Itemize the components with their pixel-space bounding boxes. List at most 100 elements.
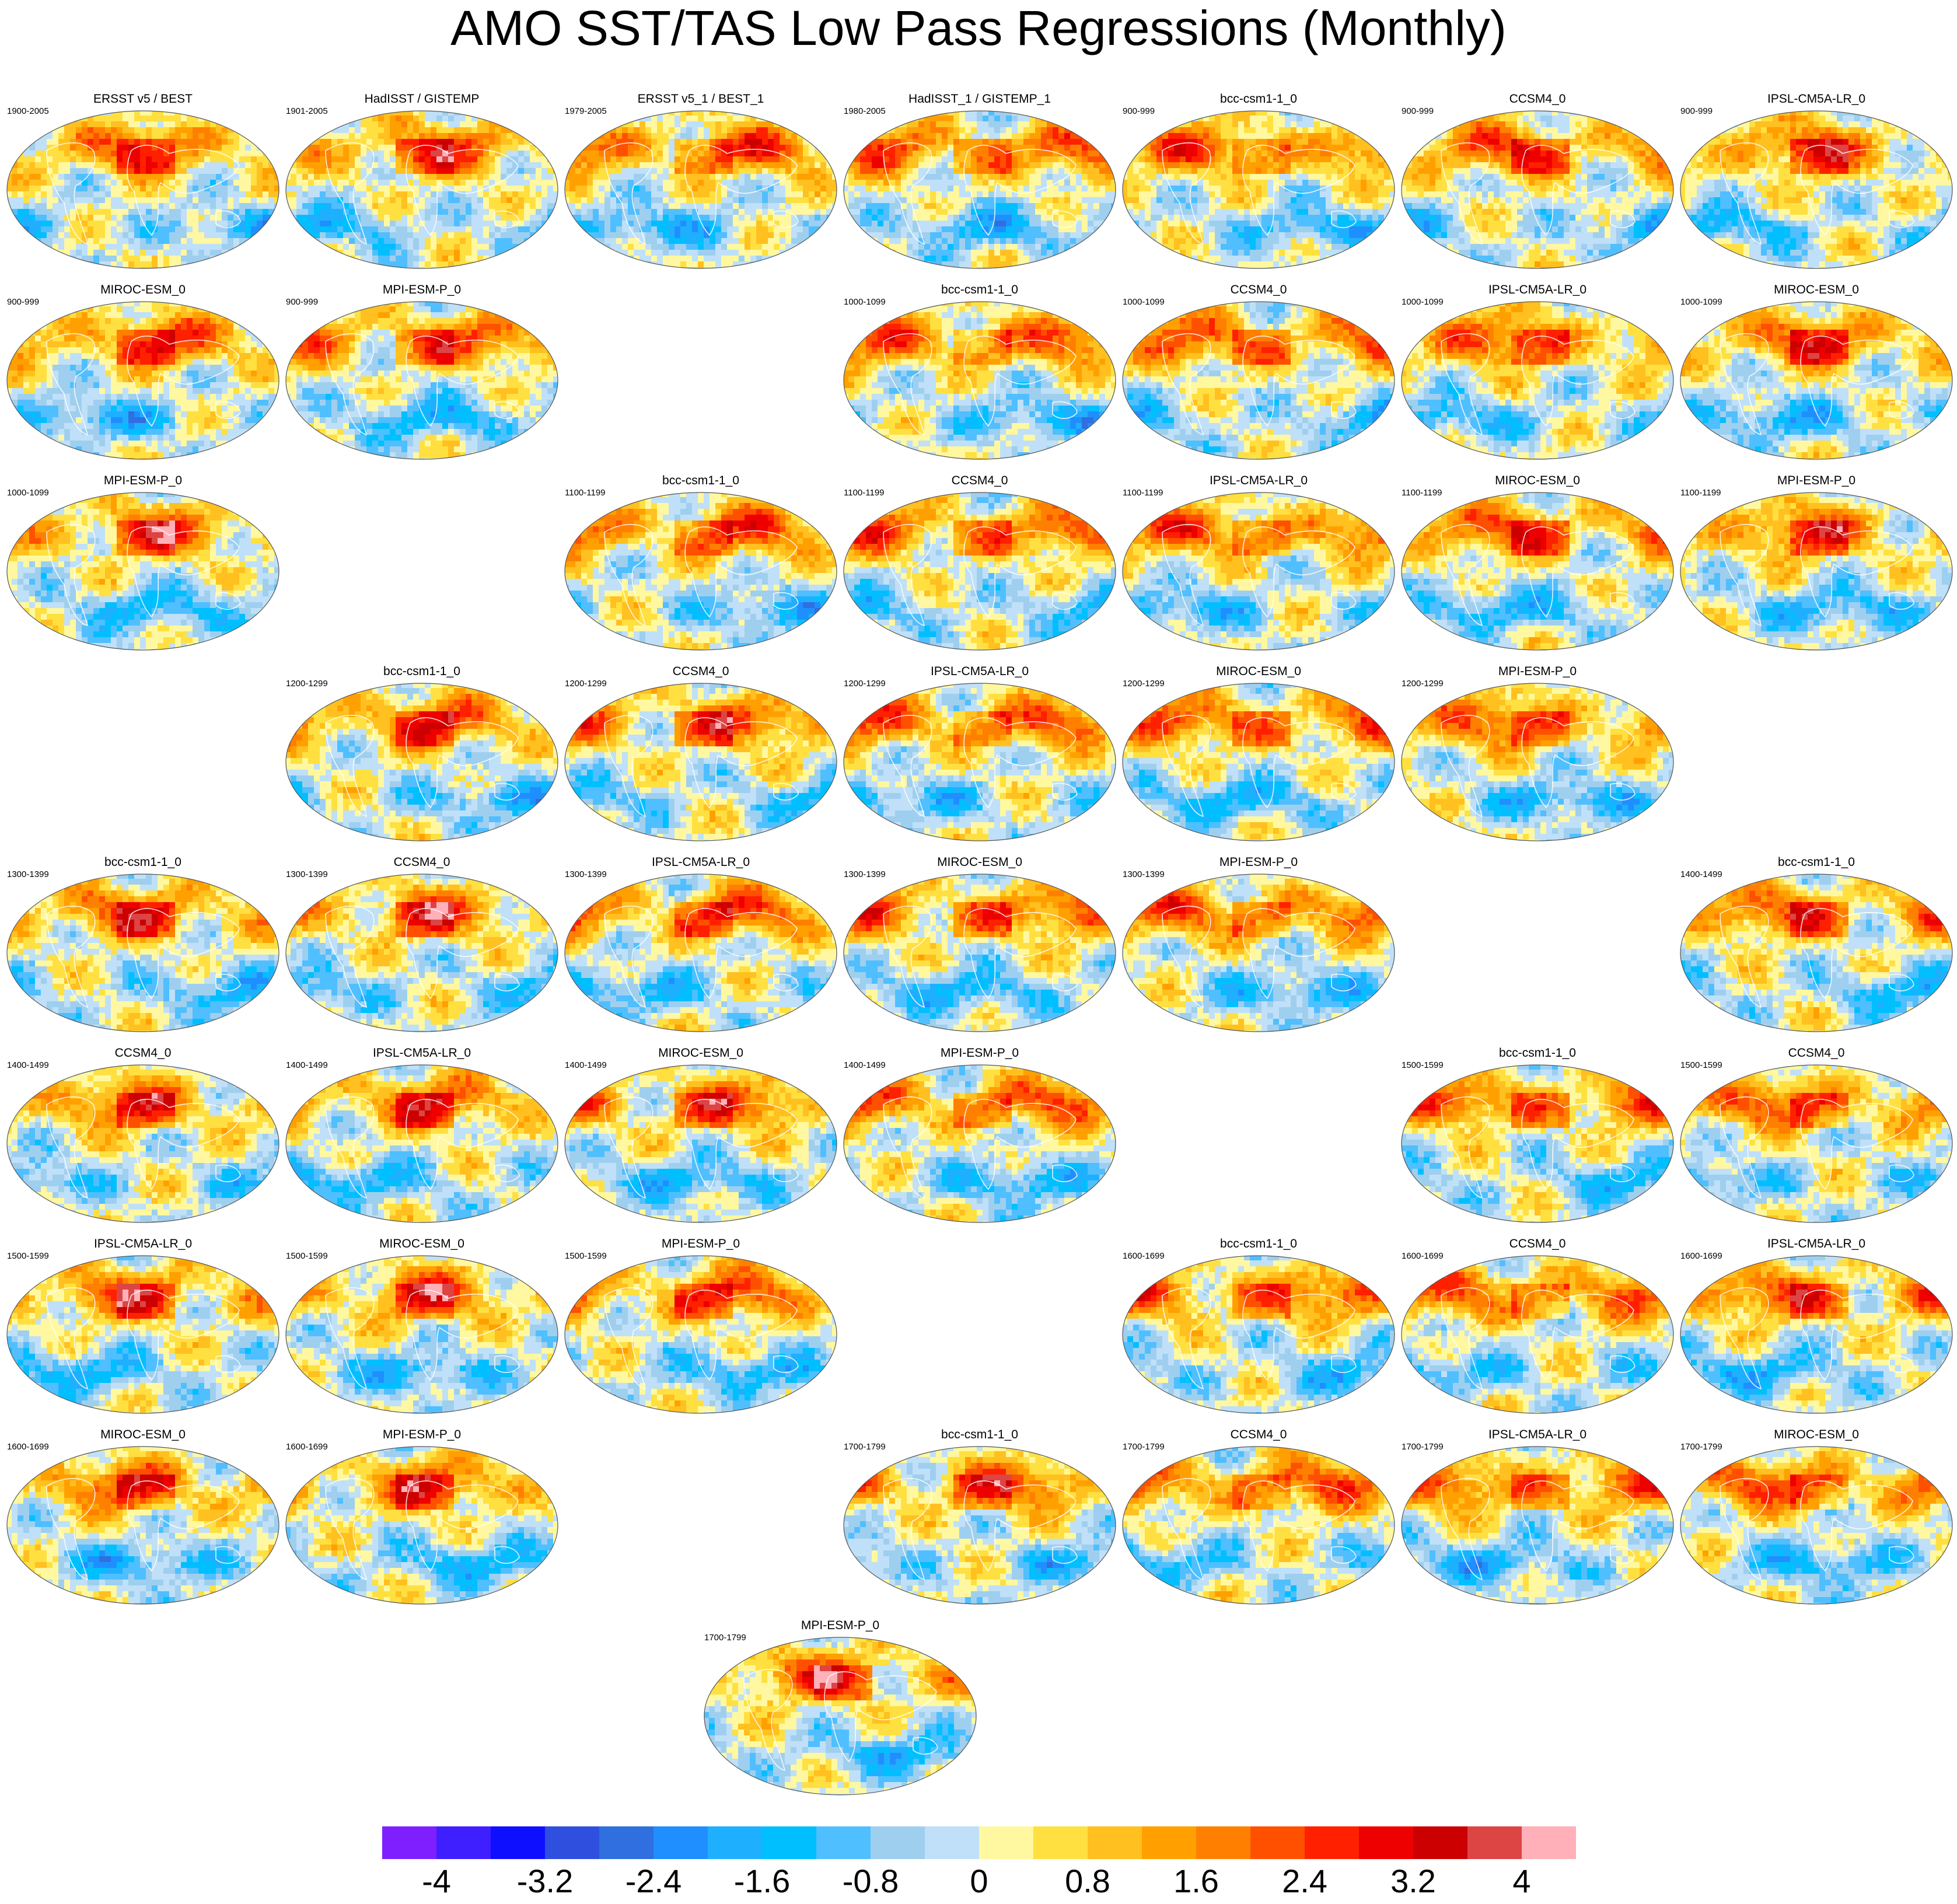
panel-title: IPSL-CM5A-LR_0 bbox=[1679, 92, 1953, 106]
panel-title: HadISST / GISTEMP bbox=[285, 92, 559, 106]
colorbar-swatch bbox=[1250, 1826, 1305, 1859]
panel-title: MPI-ESM-P_0 bbox=[6, 474, 280, 488]
colorbar-tick-label: -3.2 bbox=[517, 1863, 574, 1900]
regression-map bbox=[1400, 1445, 1675, 1605]
map-panel: bcc-csm1-1_0 1700-1799 bbox=[843, 1428, 1117, 1605]
panel-title: bcc-csm1-1_0 bbox=[564, 474, 838, 488]
colorbar-swatch bbox=[708, 1826, 763, 1859]
regression-map bbox=[6, 110, 280, 270]
regression-map bbox=[843, 682, 1117, 842]
map-panel: MIROC-ESM_0 1700-1799 bbox=[1679, 1428, 1953, 1605]
panel-title: IPSL-CM5A-LR_0 bbox=[564, 855, 838, 869]
panel-title: bcc-csm1-1_0 bbox=[843, 283, 1117, 297]
regression-map bbox=[6, 873, 280, 1033]
regression-map bbox=[1121, 873, 1396, 1033]
map-panel: MPI-ESM-P_0 1600-1699 bbox=[285, 1428, 559, 1605]
regression-map bbox=[6, 1445, 280, 1605]
colorbar-tick-label: -0.8 bbox=[843, 1863, 899, 1900]
panel-title: MPI-ESM-P_0 bbox=[285, 1428, 559, 1442]
map-panel: MPI-ESM-P_0 900-999 bbox=[285, 283, 559, 460]
regression-map bbox=[564, 873, 838, 1033]
panel-title: MPI-ESM-P_0 bbox=[1679, 474, 1953, 488]
regression-map bbox=[1679, 1255, 1953, 1414]
map-panel: CCSM4_0 1000-1099 bbox=[1121, 283, 1396, 460]
panel-title: CCSM4_0 bbox=[1121, 1428, 1396, 1442]
map-panel: MIROC-ESM_0 1200-1299 bbox=[1121, 665, 1396, 842]
panel-title: MIROC-ESM_0 bbox=[1679, 1428, 1953, 1442]
regression-map bbox=[1121, 1445, 1396, 1605]
panel-title: MPI-ESM-P_0 bbox=[703, 1619, 977, 1633]
panel-title: IPSL-CM5A-LR_0 bbox=[1679, 1237, 1953, 1251]
regression-map bbox=[6, 491, 280, 651]
map-panel: CCSM4_0 1400-1499 bbox=[6, 1046, 280, 1224]
map-panel: bcc-csm1-1_0 1300-1399 bbox=[6, 855, 280, 1033]
regression-map bbox=[564, 1255, 838, 1414]
regression-map bbox=[285, 1445, 559, 1605]
colorbar-swatch bbox=[762, 1826, 817, 1859]
regression-map bbox=[285, 873, 559, 1033]
colorbar-swatch bbox=[545, 1826, 600, 1859]
colorbar-tick-label: 0.8 bbox=[1065, 1863, 1110, 1900]
map-panel: CCSM4_0 1200-1299 bbox=[564, 665, 838, 842]
panel-title: CCSM4_0 bbox=[1121, 283, 1396, 297]
panel-title: MPI-ESM-P_0 bbox=[843, 1046, 1117, 1060]
colorbar-swatch bbox=[871, 1826, 925, 1859]
map-panel: IPSL-CM5A-LR_0 1300-1399 bbox=[564, 855, 838, 1033]
map-panel: CCSM4_0 1100-1199 bbox=[843, 474, 1117, 651]
map-panel: MPI-ESM-P_0 1300-1399 bbox=[1121, 855, 1396, 1033]
panel-title: MPI-ESM-P_0 bbox=[285, 283, 559, 297]
map-panel: bcc-csm1-1_0 1400-1499 bbox=[1679, 855, 1953, 1033]
regression-map bbox=[564, 1064, 838, 1224]
map-panel: IPSL-CM5A-LR_0 1700-1799 bbox=[1400, 1428, 1675, 1605]
colorbar-swatch bbox=[1467, 1826, 1522, 1859]
map-panel: MPI-ESM-P_0 1000-1099 bbox=[6, 474, 280, 651]
map-panel: CCSM4_0 1500-1599 bbox=[1679, 1046, 1953, 1224]
regression-map bbox=[1121, 110, 1396, 270]
panel-title: bcc-csm1-1_0 bbox=[1679, 855, 1953, 869]
regression-map bbox=[564, 682, 838, 842]
colorbar-swatch bbox=[979, 1826, 1034, 1859]
map-panel: IPSL-CM5A-LR_0 1200-1299 bbox=[843, 665, 1117, 842]
colorbar-swatch bbox=[816, 1826, 871, 1859]
panel-title: bcc-csm1-1_0 bbox=[285, 665, 559, 679]
panel-title: bcc-csm1-1_0 bbox=[1121, 92, 1396, 106]
map-panel: MPI-ESM-P_0 1500-1599 bbox=[564, 1237, 838, 1414]
map-panel: MIROC-ESM_0 1100-1199 bbox=[1400, 474, 1675, 651]
colorbar-swatch bbox=[1033, 1826, 1088, 1859]
panel-title: IPSL-CM5A-LR_0 bbox=[1121, 474, 1396, 488]
panel-title: CCSM4_0 bbox=[285, 855, 559, 869]
map-panel: CCSM4_0 1700-1799 bbox=[1121, 1428, 1396, 1605]
panel-title: CCSM4_0 bbox=[843, 474, 1117, 488]
map-panel: bcc-csm1-1_0 1100-1199 bbox=[564, 474, 838, 651]
panel-title: MIROC-ESM_0 bbox=[6, 1428, 280, 1442]
colorbar-swatch bbox=[436, 1826, 491, 1859]
map-panel: IPSL-CM5A-LR_0 1600-1699 bbox=[1679, 1237, 1953, 1414]
panel-title: CCSM4_0 bbox=[1400, 1237, 1675, 1251]
map-panel: HadISST_1 / GISTEMP_1 1980-2005 bbox=[843, 92, 1117, 270]
regression-map bbox=[1679, 301, 1953, 460]
regression-map bbox=[843, 873, 1117, 1033]
map-panel: IPSL-CM5A-LR_0 1400-1499 bbox=[285, 1046, 559, 1224]
map-panel: MPI-ESM-P_0 1400-1499 bbox=[843, 1046, 1117, 1224]
panel-title: CCSM4_0 bbox=[564, 665, 838, 679]
regression-map bbox=[285, 301, 559, 460]
map-panel: HadISST / GISTEMP 1901-2005 bbox=[285, 92, 559, 270]
colorbar-tick-label: 4 bbox=[1512, 1863, 1530, 1900]
map-panel: MPI-ESM-P_0 1200-1299 bbox=[1400, 665, 1675, 842]
panel-title: HadISST_1 / GISTEMP_1 bbox=[843, 92, 1117, 106]
panel-title: bcc-csm1-1_0 bbox=[843, 1428, 1117, 1442]
panel-title: IPSL-CM5A-LR_0 bbox=[843, 665, 1117, 679]
regression-map bbox=[6, 1064, 280, 1224]
colorbar-swatch bbox=[1088, 1826, 1142, 1859]
colorbar-labels: -4 -3.2 -2.4 -1.6 -0.8 0 0.8 1.6 2.4 3.2 4 bbox=[0, 1863, 1957, 1900]
map-panel: CCSM4_0 900-999 bbox=[1400, 92, 1675, 270]
regression-map bbox=[1400, 301, 1675, 460]
map-panel: MIROC-ESM_0 900-999 bbox=[6, 283, 280, 460]
regression-map bbox=[843, 491, 1117, 651]
panel-title: IPSL-CM5A-LR_0 bbox=[285, 1046, 559, 1060]
colorbar-swatch bbox=[382, 1826, 437, 1859]
panel-title: IPSL-CM5A-LR_0 bbox=[1400, 283, 1675, 297]
map-panel: IPSL-CM5A-LR_0 900-999 bbox=[1679, 92, 1953, 270]
panel-title: IPSL-CM5A-LR_0 bbox=[1400, 1428, 1675, 1442]
